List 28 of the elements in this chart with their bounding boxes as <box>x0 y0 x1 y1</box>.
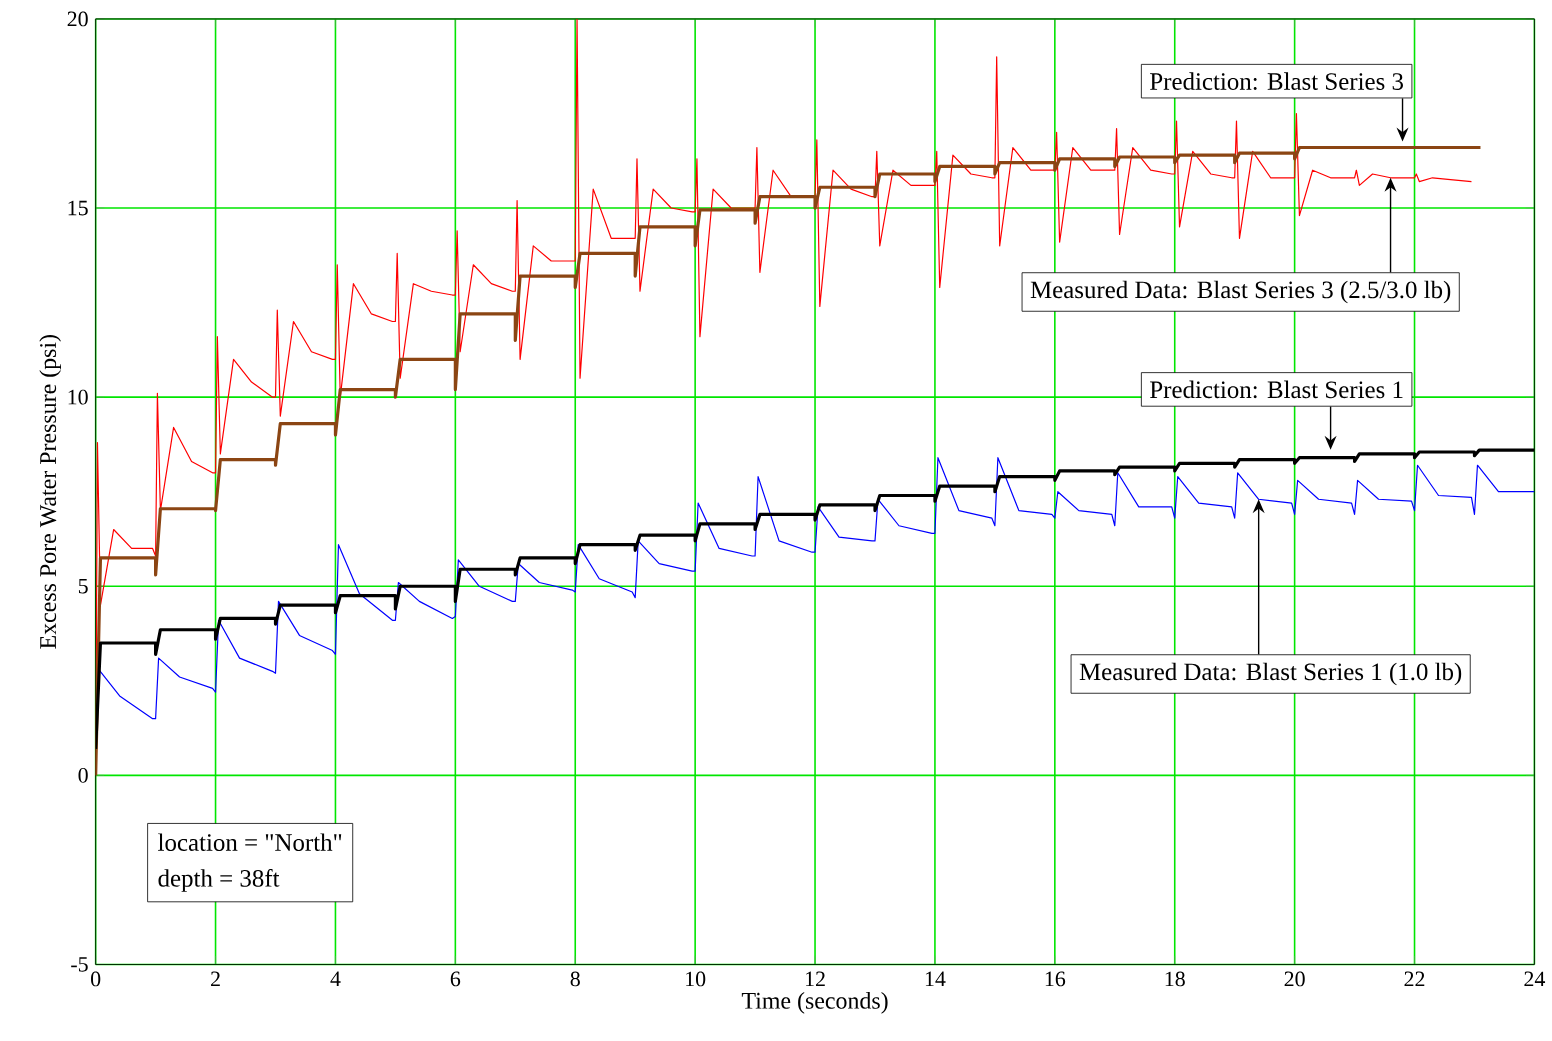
annotation: Measured Data: Blast Series 3 (2.5/3.0 lb) <box>1030 280 1451 304</box>
annotation: depth = 38ft <box>158 868 280 892</box>
y-tick-label: 15 <box>68 200 88 216</box>
annotation: location = "North" <box>158 833 342 851</box>
x-tick-label: 14 <box>925 971 946 986</box>
line-series <box>95 145 1483 777</box>
x-tick-label: 24 <box>1524 971 1546 986</box>
x-tick-label: 20 <box>1284 971 1305 987</box>
x-tick-label: 18 <box>1165 971 1185 987</box>
x-tick-label: 8 <box>570 971 580 987</box>
annotation: Prediction: Blast Series 1 <box>1150 380 1403 399</box>
y-tick-label: 20 <box>67 11 88 27</box>
x-axis-title: Time (seconds) <box>741 991 888 1014</box>
annotation: Prediction: Blast Series 3 <box>1150 72 1403 90</box>
x-tick-label: 6 <box>450 971 461 987</box>
x-tick-label: 0 <box>91 971 101 987</box>
x-tick-label: 16 <box>1045 971 1066 987</box>
x-tick-label: 12 <box>806 971 825 986</box>
x-tick-label: 2 <box>211 971 220 986</box>
y-axis-title: Excess Pore Water Pressure (psi) <box>39 334 61 649</box>
x-tick-label: 22 <box>1404 971 1425 986</box>
y-tick-label: 0 <box>78 767 88 783</box>
x-tick-label: 10 <box>686 971 706 987</box>
y-tick-label: -5 <box>71 957 88 972</box>
y-tick-label: 10 <box>68 389 88 405</box>
x-tick-label: 4 <box>330 971 341 986</box>
y-tick-label: 5 <box>78 578 88 594</box>
annotation: Measured Data: Blast Series 1 (1.0 lb) <box>1079 662 1462 686</box>
